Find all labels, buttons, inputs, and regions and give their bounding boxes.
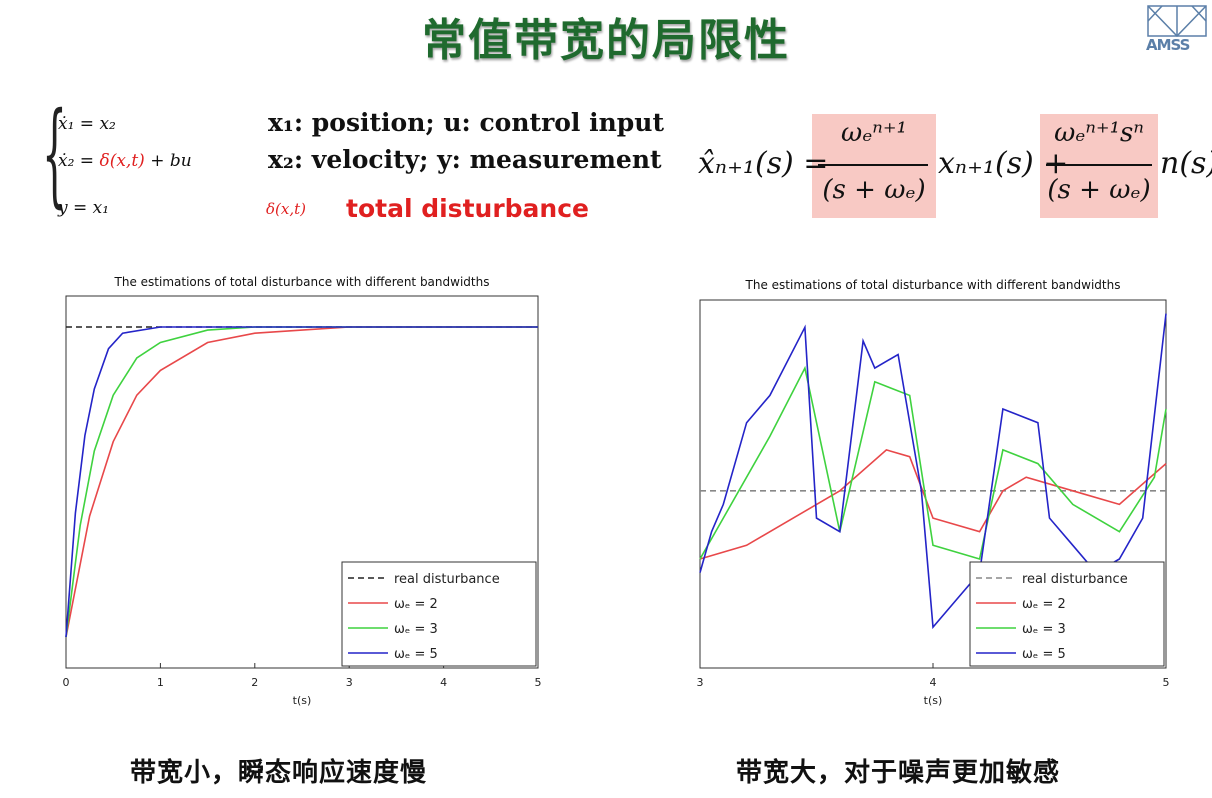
right-caption: 带宽大，对于噪声更加敏感 — [736, 758, 1061, 788]
right-chart-legend-label-0: real disturbance — [1022, 572, 1128, 587]
left-chart-series-3-line — [65, 326, 538, 638]
left-caption: 带宽小，瞬态响应速度慢 — [130, 758, 428, 788]
fraction-1-denominator: (s + ωₑ) — [822, 175, 926, 205]
left-chart-x-axis-label: t(s) — [293, 694, 312, 707]
equation-brace: { — [42, 89, 67, 219]
slide-title: 常值带宽的局限性 — [422, 15, 790, 66]
logo-text: AMSS — [1146, 36, 1190, 54]
left-chart-legend-label-3: ωₑ = 5 — [394, 647, 438, 662]
left-chart-x-tick-label-0: 0 — [63, 676, 70, 689]
total-disturbance-label: total disturbance — [346, 194, 589, 223]
state-equation-1: ẋ₁ = x₂ — [58, 114, 116, 134]
state-equation-2-rhs: + bu — [144, 151, 192, 171]
right-chart-legend-label-3: ωₑ = 5 — [1022, 647, 1066, 662]
estimator-middle: xₙ₊₁(s) + — [938, 146, 1069, 181]
right-chart-series-2-line — [699, 365, 1167, 561]
state-equation-2-delta: δ(x,t) — [99, 151, 145, 171]
estimator-lhs: x̂ₙ₊₁(s) = — [698, 146, 829, 181]
right-chart-x-axis-label: t(s) — [924, 694, 943, 707]
fraction-2-numerator: ωₑⁿ⁺¹sⁿ — [1054, 118, 1144, 148]
description-position: x₁: position; u: control input — [268, 108, 664, 137]
left-chart-x-tick-label-3: 3 — [346, 676, 353, 689]
fraction-2-denominator: (s + ωₑ) — [1047, 175, 1151, 205]
right-chart: 3 4 5 t(s) real disturbance ωₑ = 2 ωₑ = 3 ωₑ = … — [697, 299, 1170, 707]
right-chart-legend-label-2: ωₑ = 3 — [1022, 622, 1066, 637]
right-chart-x-tick-label-2: 5 — [1163, 676, 1170, 689]
disturbance-symbol: δ(x,t) — [266, 200, 306, 218]
right-chart-x-tick-label-1: 4 — [930, 676, 937, 689]
left-chart-x-tick-label-1: 1 — [157, 676, 164, 689]
state-equation-2: ẋ₂ = δ(x,t) + bu — [58, 151, 192, 171]
right-chart-legend-label-1: ωₑ = 2 — [1022, 597, 1066, 612]
fraction-1-numerator: ωₑⁿ⁺¹ — [841, 118, 907, 148]
estimator-tail: n(s) — [1160, 146, 1212, 181]
right-chart-legend — [969, 561, 1165, 667]
institute-logo-icon — [1147, 5, 1207, 38]
left-chart-x-tick-label-4: 4 — [440, 676, 447, 689]
right-chart-series-3-line — [699, 313, 1167, 630]
left-chart-legend — [341, 561, 537, 667]
left-chart-legend-label-2: ωₑ = 3 — [394, 622, 438, 637]
left-chart-legend-label-0: real disturbance — [394, 572, 500, 587]
highlight-first-fraction — [812, 114, 936, 218]
left-chart: 0 1 2 3 4 5 t(s) real disturbance ωₑ = 2 ωₑ = 3 ωₑ… — [63, 295, 542, 707]
left-chart-title: The estimations of total disturbance wit… — [114, 275, 490, 289]
state-equation-2-lhs: ẋ₂ = — [58, 151, 100, 171]
right-chart-x-tick-label-0: 3 — [697, 676, 704, 689]
left-chart-legend-label-1: ωₑ = 2 — [394, 597, 438, 612]
output-equation: y = x₁ — [58, 198, 110, 218]
highlight-second-fraction — [1040, 114, 1158, 218]
left-chart-x-tick-label-5: 5 — [535, 676, 542, 689]
description-velocity: x₂: velocity; y: measurement — [268, 145, 662, 174]
fraction-1-bar — [818, 164, 928, 166]
right-chart-title: The estimations of total disturbance wit… — [745, 278, 1121, 292]
fraction-2-bar — [1046, 164, 1152, 166]
right-chart-series-1-line — [699, 449, 1167, 560]
left-chart-x-tick-label-2: 2 — [251, 676, 258, 689]
